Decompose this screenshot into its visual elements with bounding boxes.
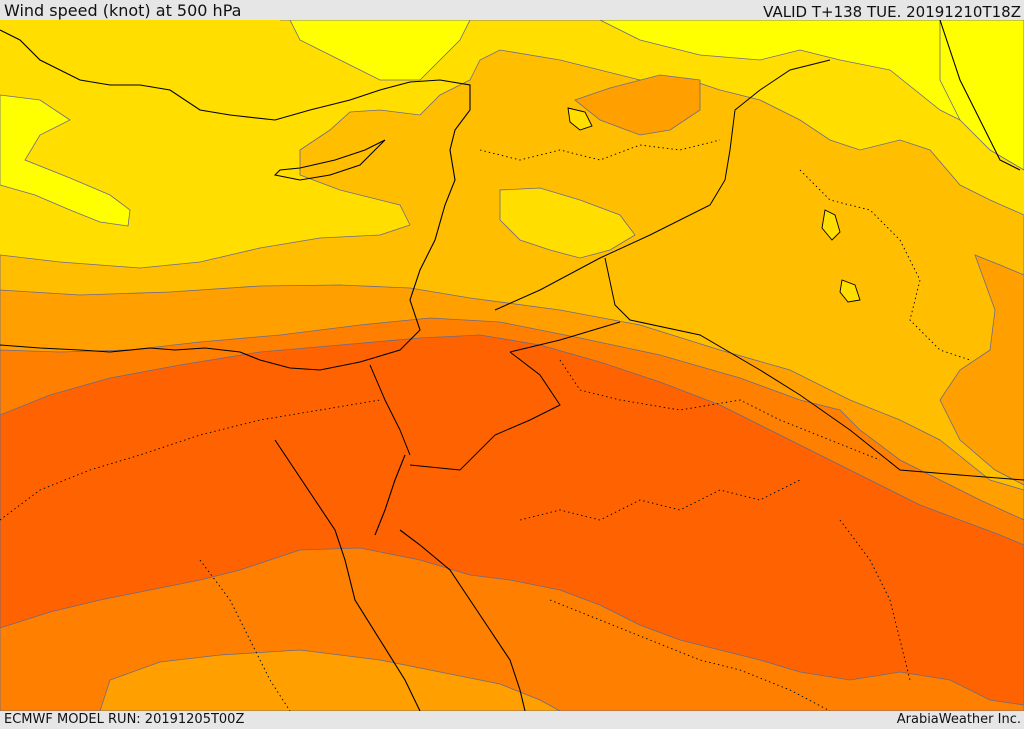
lake-1 [821,209,841,241]
coastline-gulf-aqaba [374,454,406,536]
wind-speed-bands [0,20,1024,711]
band-red-orange [0,334,1024,706]
admin-borders [0,139,971,711]
admin-border-7 [549,599,831,711]
admin-border-2 [559,359,881,461]
coastline-cyprus [273,139,386,181]
border-saudi-jordan-south [409,321,621,471]
borders [369,59,1024,481]
header-bar: Wind speed (knot) at 500 hPa VALID T+138… [0,0,1024,20]
border-jordan-saudi [494,59,831,311]
admin-border-6 [199,559,291,711]
model-run-label: ECMWF MODEL RUN: 20191205T00Z [4,712,245,727]
coastline-mediterranean [0,29,471,371]
admin-border-8 [839,519,911,681]
wind-speed-map [0,20,1024,711]
coastline-red-sea [274,439,526,711]
border-saudi-iraq [604,257,1024,481]
band-yellow-east [939,20,1024,171]
valid-time-label: VALID T+138 TUE. 20191210T18Z [763,3,1021,21]
coastlines [0,20,1021,711]
admin-border-3 [479,139,721,161]
lake-2 [839,279,861,303]
border-egypt-israel [369,364,411,456]
credit-label: ArabiaWeather Inc. [896,712,1021,727]
band-orange-east [939,254,1024,486]
band-yellow-north [280,20,1024,151]
admin-border-1 [0,399,381,521]
band-gold-island [499,187,636,259]
footer-bar: ECMWF MODEL RUN: 20191205T00Z ArabiaWeat… [0,711,1024,729]
band-orange-north [574,74,701,136]
band-yellow-west [0,94,131,227]
lakes [567,107,861,303]
coastline-caspian-west [939,20,1021,171]
band-lower-orange [99,649,561,711]
map-title: Wind speed (knot) at 500 hPa [4,1,242,20]
lake-3 [567,107,593,131]
